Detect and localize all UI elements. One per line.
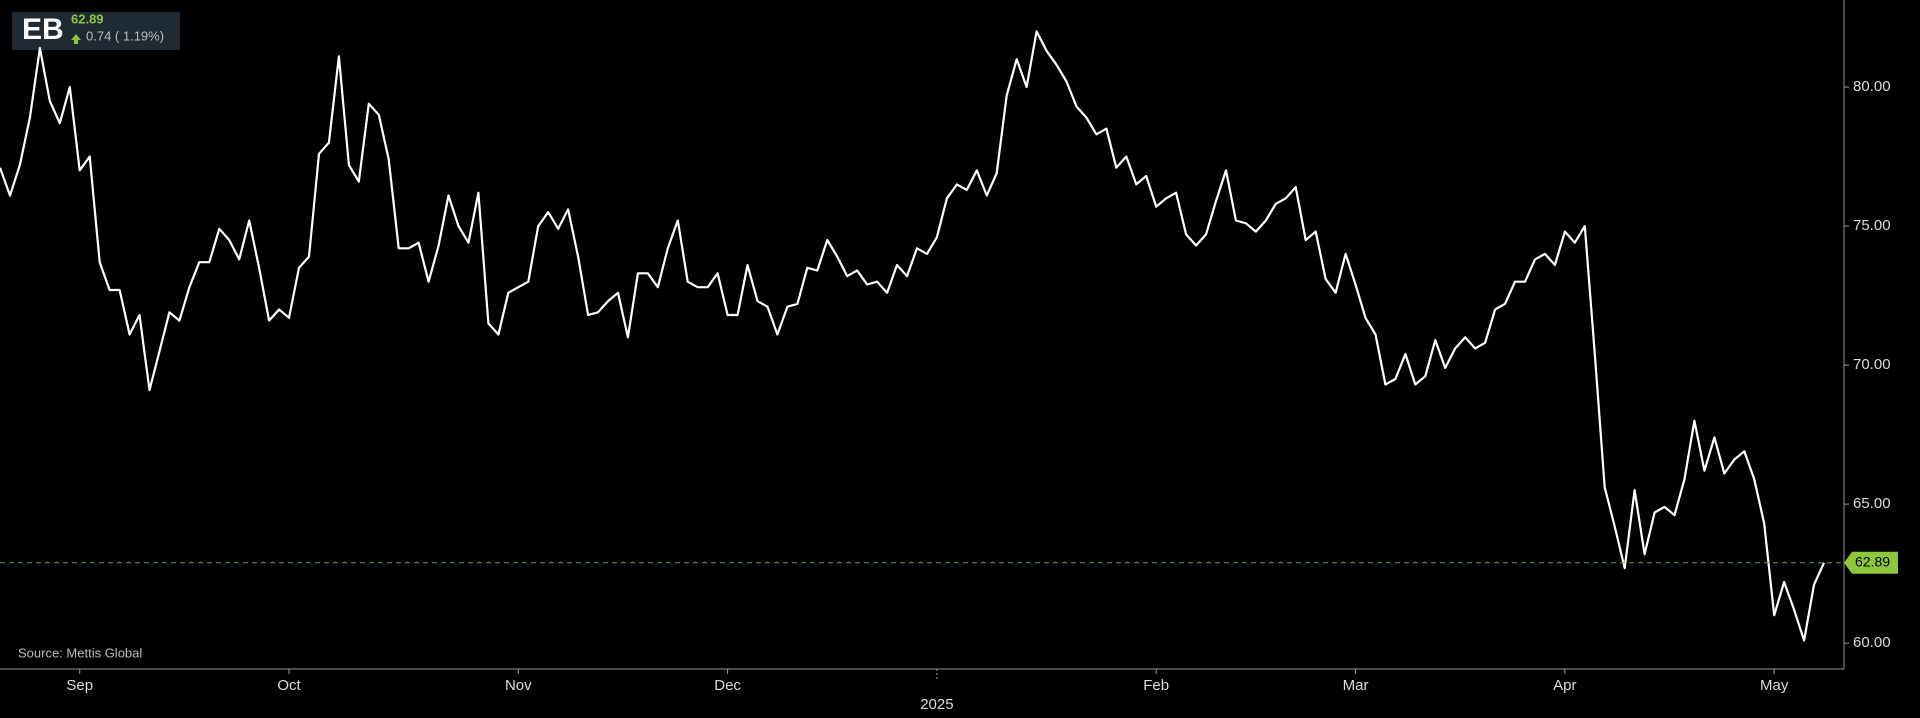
x-tick-label: May (1760, 677, 1789, 694)
x-tick-label: 2025 (920, 696, 953, 713)
up-arrow (71, 34, 81, 44)
x-tick-label: Apr (1553, 677, 1576, 694)
x-tick-label: Mar (1343, 677, 1369, 694)
change: 0.74 ( 1.19%) (86, 28, 164, 43)
x-tick-label: Nov (505, 677, 532, 694)
x-tick-label: Feb (1143, 677, 1169, 694)
price-line (0, 30, 1826, 642)
y-tick-label: 70.00 (1853, 356, 1891, 373)
x-tick-label: Dec (714, 677, 741, 694)
last-price-tag (1844, 551, 1898, 574)
ticker: EB (22, 13, 64, 46)
source: Source: Mettis Global (18, 645, 142, 660)
ticker-box (12, 12, 180, 50)
last-price: 62.89 (71, 11, 104, 26)
last-price-label: 62.89 (1855, 553, 1890, 569)
x-tick-label: Sep (66, 677, 93, 694)
y-tick-label: 75.00 (1853, 217, 1891, 234)
y-tick-label: 65.00 (1853, 495, 1891, 512)
x-tick-label: Oct (277, 677, 301, 694)
y-tick-label: 60.00 (1853, 634, 1891, 651)
y-tick-label: 80.00 (1853, 78, 1891, 95)
